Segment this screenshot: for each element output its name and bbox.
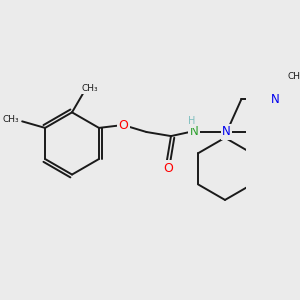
Text: CH₃: CH₃ (82, 84, 98, 93)
Text: N: N (272, 93, 280, 106)
Text: N: N (190, 125, 198, 139)
Text: O: O (118, 119, 128, 132)
Text: N: N (222, 125, 231, 139)
Text: CH₃: CH₃ (287, 72, 300, 81)
Text: CH₃: CH₃ (2, 115, 19, 124)
Text: H: H (188, 116, 195, 126)
Text: O: O (164, 161, 173, 175)
